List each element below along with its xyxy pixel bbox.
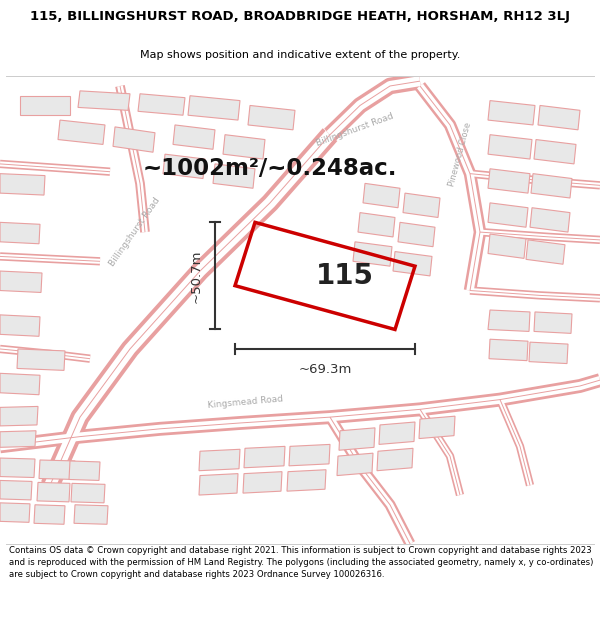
Polygon shape xyxy=(58,120,105,144)
Polygon shape xyxy=(353,242,392,266)
Polygon shape xyxy=(489,339,528,361)
Polygon shape xyxy=(534,139,576,164)
Polygon shape xyxy=(0,271,42,292)
Polygon shape xyxy=(398,222,435,247)
Polygon shape xyxy=(223,134,265,159)
Polygon shape xyxy=(377,448,413,471)
Polygon shape xyxy=(419,416,455,439)
Polygon shape xyxy=(529,342,568,364)
Polygon shape xyxy=(526,240,565,264)
Text: Pinewood Close: Pinewood Close xyxy=(447,121,473,188)
Text: Billingshurst Road: Billingshurst Road xyxy=(315,112,395,148)
Polygon shape xyxy=(488,134,532,159)
Polygon shape xyxy=(20,96,70,115)
Polygon shape xyxy=(243,472,282,493)
Text: Billingshurst Road: Billingshurst Road xyxy=(108,196,162,268)
Polygon shape xyxy=(403,193,440,218)
Polygon shape xyxy=(173,125,215,149)
Polygon shape xyxy=(74,505,108,524)
Text: 115: 115 xyxy=(316,262,374,290)
Polygon shape xyxy=(339,428,375,450)
Polygon shape xyxy=(188,96,240,120)
Polygon shape xyxy=(213,164,255,188)
Polygon shape xyxy=(534,312,572,333)
Polygon shape xyxy=(488,203,528,228)
Polygon shape xyxy=(37,482,70,502)
Text: Kingsmead Road: Kingsmead Road xyxy=(207,395,283,410)
Polygon shape xyxy=(488,234,526,258)
Polygon shape xyxy=(199,474,238,495)
Polygon shape xyxy=(71,483,105,503)
Polygon shape xyxy=(34,505,65,524)
Polygon shape xyxy=(488,310,530,331)
Polygon shape xyxy=(287,470,326,491)
Text: ~1002m²/~0.248ac.: ~1002m²/~0.248ac. xyxy=(143,158,397,180)
Polygon shape xyxy=(0,174,45,195)
Polygon shape xyxy=(248,106,295,130)
Polygon shape xyxy=(363,183,400,208)
Polygon shape xyxy=(393,251,432,276)
Polygon shape xyxy=(0,503,30,522)
Polygon shape xyxy=(289,444,330,466)
Polygon shape xyxy=(0,406,38,426)
Polygon shape xyxy=(0,458,35,478)
Polygon shape xyxy=(538,106,580,130)
Polygon shape xyxy=(0,373,40,395)
Text: Contains OS data © Crown copyright and database right 2021. This information is : Contains OS data © Crown copyright and d… xyxy=(9,546,593,579)
Polygon shape xyxy=(358,213,395,237)
Polygon shape xyxy=(488,169,530,193)
Polygon shape xyxy=(199,449,240,471)
Polygon shape xyxy=(78,91,130,111)
Polygon shape xyxy=(488,101,535,125)
Polygon shape xyxy=(17,349,65,371)
Text: ~50.7m: ~50.7m xyxy=(190,249,203,302)
Polygon shape xyxy=(337,453,373,476)
Polygon shape xyxy=(244,446,285,468)
Text: 115, BILLINGSHURST ROAD, BROADBRIDGE HEATH, HORSHAM, RH12 3LJ: 115, BILLINGSHURST ROAD, BROADBRIDGE HEA… xyxy=(30,10,570,23)
Polygon shape xyxy=(138,94,185,115)
Polygon shape xyxy=(0,222,40,244)
Text: ~69.3m: ~69.3m xyxy=(298,362,352,376)
Polygon shape xyxy=(531,174,572,198)
Polygon shape xyxy=(379,422,415,444)
Polygon shape xyxy=(163,154,205,179)
Polygon shape xyxy=(69,461,100,481)
Polygon shape xyxy=(0,431,36,447)
Polygon shape xyxy=(39,460,75,479)
Text: Map shows position and indicative extent of the property.: Map shows position and indicative extent… xyxy=(140,50,460,60)
Polygon shape xyxy=(0,315,40,336)
Polygon shape xyxy=(530,208,570,232)
Polygon shape xyxy=(113,127,155,152)
Polygon shape xyxy=(0,481,32,500)
